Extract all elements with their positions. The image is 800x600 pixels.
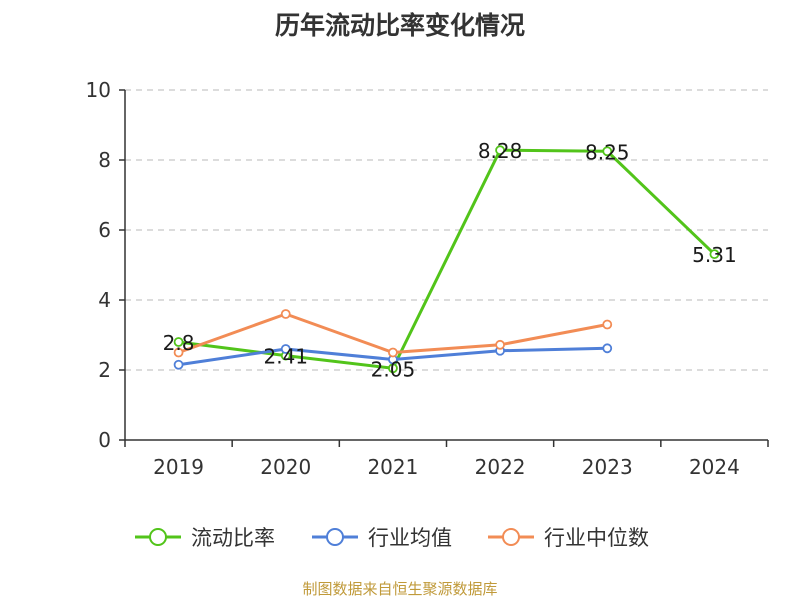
gridlines: [125, 89, 768, 371]
y-tick-label: 10: [86, 78, 111, 102]
data-point: [173, 359, 184, 370]
data-point: [173, 347, 184, 358]
data-label: 5.31: [692, 243, 737, 267]
legend: 流动比率 行业均值 行业中位数: [135, 526, 649, 550]
x-tick-label: 2019: [153, 455, 204, 479]
data-label: 8.25: [585, 140, 630, 164]
legend-label: 行业中位数: [544, 526, 649, 550]
data-label: 2.41: [263, 345, 308, 369]
chart-title: 历年流动比率变化情况: [274, 11, 525, 40]
data-point: [280, 344, 291, 354]
series-layer: [173, 145, 720, 374]
data-point: [173, 337, 184, 347]
legend-marker: [502, 528, 520, 546]
y-tick-label: 6: [98, 218, 111, 242]
data-point: [602, 319, 613, 330]
source-note: 制图数据来自恒生聚源数据库: [302, 580, 498, 598]
x-tick-label: 2023: [582, 455, 633, 479]
data-point: [709, 249, 720, 260]
axes: 0 2 4 6 8 10 2019 2020 2021 2022 2023 2024: [86, 78, 769, 479]
data-point: [280, 309, 291, 319]
legend-marker: [326, 528, 344, 546]
x-tick-label: 2022: [475, 455, 526, 479]
x-tick-label: 2024: [689, 455, 740, 479]
data-labels: 2.8 2.41 2.05 8.28 8.25 5.31: [163, 139, 737, 381]
legend-label: 流动比率: [191, 526, 275, 550]
y-tick-label: 4: [98, 288, 111, 312]
x-tick-label: 2021: [367, 455, 418, 479]
data-point: [495, 145, 505, 156]
data-point: [495, 339, 505, 350]
x-tick-label: 2020: [260, 455, 311, 479]
series-line-2: [178, 312, 608, 354]
data-point: [602, 146, 613, 157]
data-label: 2.05: [371, 357, 416, 381]
y-tick-label: 0: [98, 428, 111, 452]
y-tick-label: 8: [98, 148, 111, 172]
series-line-0: [178, 148, 716, 370]
legend-label: 行业均值: [368, 526, 452, 550]
data-point: [388, 347, 398, 358]
y-tick-label: 2: [98, 358, 111, 382]
legend-marker: [149, 528, 167, 546]
data-label: 2.8: [163, 331, 195, 355]
data-point: [602, 343, 613, 354]
data-label: 8.28: [478, 139, 523, 163]
